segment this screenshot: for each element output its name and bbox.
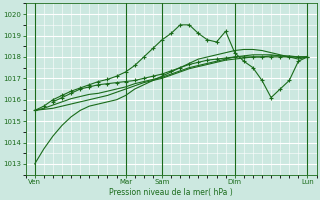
- X-axis label: Pression niveau de la mer( hPa ): Pression niveau de la mer( hPa ): [109, 188, 233, 197]
